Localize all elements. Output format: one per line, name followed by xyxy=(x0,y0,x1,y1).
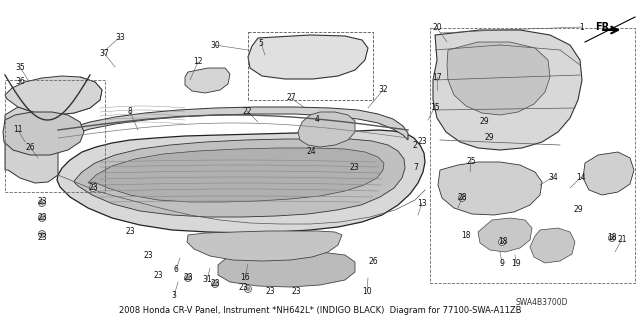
Polygon shape xyxy=(218,251,355,287)
Text: 29: 29 xyxy=(573,205,583,214)
Text: 23: 23 xyxy=(88,183,98,192)
Text: 16: 16 xyxy=(240,272,250,281)
Text: 23: 23 xyxy=(291,287,301,296)
Text: 12: 12 xyxy=(193,57,203,66)
Text: 25: 25 xyxy=(466,157,476,166)
Text: 23: 23 xyxy=(238,284,248,293)
Text: 4: 4 xyxy=(315,115,319,124)
Text: 2: 2 xyxy=(413,140,417,150)
Text: 23: 23 xyxy=(37,197,47,206)
Circle shape xyxy=(246,287,250,291)
Text: 23: 23 xyxy=(37,234,47,242)
Circle shape xyxy=(40,202,44,204)
Circle shape xyxy=(90,184,97,191)
Circle shape xyxy=(38,214,45,221)
Polygon shape xyxy=(433,30,582,150)
Circle shape xyxy=(244,286,252,293)
Text: 29: 29 xyxy=(484,133,494,143)
Text: 26: 26 xyxy=(25,143,35,152)
Text: 22: 22 xyxy=(243,107,252,115)
Text: 27: 27 xyxy=(286,93,296,102)
Polygon shape xyxy=(3,112,84,155)
Circle shape xyxy=(184,275,191,281)
Text: 15: 15 xyxy=(430,102,440,112)
Text: SWA4B3700D: SWA4B3700D xyxy=(515,298,568,307)
Polygon shape xyxy=(478,218,532,252)
Text: 26: 26 xyxy=(368,256,378,265)
Text: 10: 10 xyxy=(362,286,372,295)
Bar xyxy=(5,80,105,192)
Text: 9: 9 xyxy=(500,258,504,268)
Text: 37: 37 xyxy=(99,48,109,57)
Text: 19: 19 xyxy=(511,259,521,269)
Text: 18: 18 xyxy=(461,231,471,240)
Circle shape xyxy=(92,187,95,189)
Polygon shape xyxy=(187,231,342,261)
Polygon shape xyxy=(5,77,102,183)
Polygon shape xyxy=(583,152,634,195)
Circle shape xyxy=(40,217,44,219)
Polygon shape xyxy=(185,68,230,93)
Polygon shape xyxy=(5,76,102,115)
Text: 18: 18 xyxy=(499,238,508,247)
Text: 29: 29 xyxy=(479,117,489,127)
Circle shape xyxy=(38,199,45,206)
Text: 32: 32 xyxy=(378,85,388,94)
Circle shape xyxy=(214,283,216,286)
Text: 23: 23 xyxy=(37,213,47,222)
Text: 35: 35 xyxy=(15,63,25,71)
Text: 21: 21 xyxy=(617,234,627,243)
Circle shape xyxy=(186,277,189,279)
Text: 13: 13 xyxy=(417,198,427,207)
Text: 23: 23 xyxy=(265,286,275,295)
Text: 18: 18 xyxy=(607,234,617,242)
Polygon shape xyxy=(57,130,425,233)
Polygon shape xyxy=(298,112,355,147)
Text: 20: 20 xyxy=(432,24,442,33)
Text: 17: 17 xyxy=(432,72,442,81)
Text: 23: 23 xyxy=(417,137,427,145)
Circle shape xyxy=(499,239,506,246)
Bar xyxy=(430,28,635,283)
Bar xyxy=(248,32,373,100)
Text: 7: 7 xyxy=(413,162,419,172)
Text: 33: 33 xyxy=(115,33,125,41)
Text: 23: 23 xyxy=(349,164,359,173)
Circle shape xyxy=(38,231,45,238)
Circle shape xyxy=(609,234,616,241)
Text: 23: 23 xyxy=(183,272,193,281)
Text: 2008 Honda CR-V Panel, Instrument *NH642L* (INDIGO BLACK)  Diagram for 77100-SWA: 2008 Honda CR-V Panel, Instrument *NH642… xyxy=(119,306,521,315)
Polygon shape xyxy=(74,139,405,217)
Text: 31: 31 xyxy=(202,276,212,285)
Polygon shape xyxy=(447,42,550,115)
Circle shape xyxy=(500,241,504,243)
Polygon shape xyxy=(58,107,408,141)
Polygon shape xyxy=(530,228,575,263)
Text: 23: 23 xyxy=(125,227,135,236)
Text: 23: 23 xyxy=(210,278,220,287)
Text: 3: 3 xyxy=(172,292,177,300)
Text: 11: 11 xyxy=(13,125,23,135)
Circle shape xyxy=(611,236,614,240)
Text: 8: 8 xyxy=(127,108,132,116)
Text: 14: 14 xyxy=(576,173,586,182)
Text: 23: 23 xyxy=(153,271,163,279)
Text: 36: 36 xyxy=(15,78,25,86)
Text: 5: 5 xyxy=(259,39,264,48)
Circle shape xyxy=(211,280,218,287)
Text: 30: 30 xyxy=(210,41,220,49)
Circle shape xyxy=(40,233,44,235)
Text: 23: 23 xyxy=(143,250,153,259)
Polygon shape xyxy=(88,148,384,202)
Polygon shape xyxy=(248,35,368,79)
Text: 28: 28 xyxy=(457,194,467,203)
Polygon shape xyxy=(438,162,542,215)
Circle shape xyxy=(461,197,463,199)
Text: 6: 6 xyxy=(173,265,179,275)
Text: 34: 34 xyxy=(548,173,558,182)
Text: FR.: FR. xyxy=(595,22,613,32)
Text: 1: 1 xyxy=(580,23,584,32)
Circle shape xyxy=(458,195,465,202)
Text: 24: 24 xyxy=(306,147,316,157)
